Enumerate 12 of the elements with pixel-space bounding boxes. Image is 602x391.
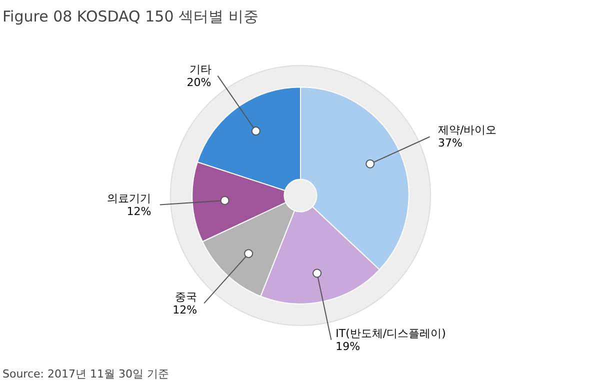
slice-label: 중국 (175, 290, 198, 304)
data-label: 37% (438, 136, 462, 150)
data-label: 12% (172, 303, 198, 316)
data-label: 20% (186, 76, 212, 89)
slice-label: IT(반도체/디스플레이) (336, 326, 446, 340)
data-label: 19% (336, 340, 360, 353)
slice-label: 기타 (189, 62, 212, 76)
source-note: Source: 2017년 11월 30일 기준 (2, 368, 169, 380)
data-label: 12% (126, 204, 152, 218)
chart-title: Figure 08 KOSDAQ 150 섹터별 비중 (2, 8, 258, 26)
slice-label: 제약/바이오 (438, 124, 497, 137)
slice-label: 의료기기 (107, 192, 152, 205)
